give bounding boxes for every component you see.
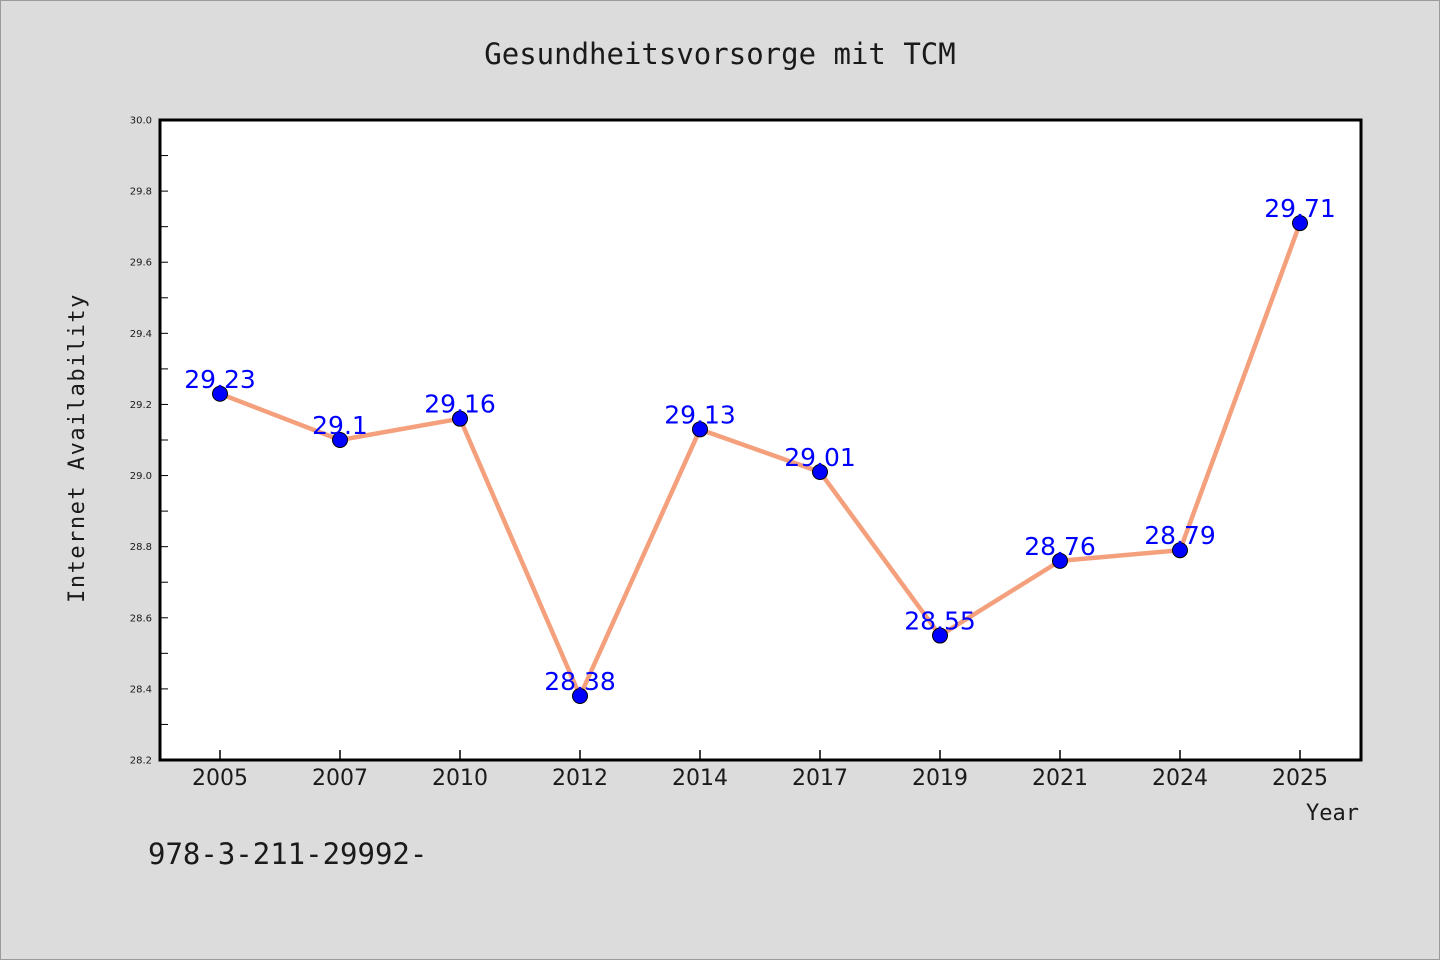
y-tick-label: 29.0 <box>130 471 152 482</box>
y-tick-label: 28.8 <box>130 542 152 553</box>
data-point-marker <box>332 432 348 448</box>
y-axis-label: Internet Availability <box>65 293 90 603</box>
data-label: 29.13 <box>664 400 736 429</box>
x-tick-label: 2012 <box>552 766 608 791</box>
data-label-group: 29.23 29.1 29.16 28.38 29.13 29.01 28.55 28.76 2… <box>184 194 1336 696</box>
data-label: 29.23 <box>184 365 256 394</box>
y-tick-label: 29.4 <box>130 329 152 340</box>
y-tick-label: 28.2 <box>130 756 152 767</box>
x-axis-label: Year <box>1306 801 1359 826</box>
data-label: 29.1 <box>312 411 368 440</box>
data-point-marker <box>1292 215 1308 232</box>
data-label: 28.55 <box>904 607 976 636</box>
marker-group <box>212 215 1308 704</box>
y-tick-label: 28.4 <box>130 684 152 695</box>
data-point-marker <box>212 385 228 402</box>
data-point-marker <box>1052 552 1068 569</box>
data-point-marker <box>452 410 468 427</box>
y-tick-label: 29.6 <box>130 258 152 269</box>
x-axis: 2005 2007 2010 2012 2014 2017 2019 2021 2024 2025 <box>192 750 1328 791</box>
series-line-group <box>217 220 1303 699</box>
data-point-marker <box>1172 542 1188 559</box>
x-tick-label: 2017 <box>792 766 848 791</box>
data-label: 29.01 <box>784 443 856 472</box>
x-tick-label: 2014 <box>672 766 728 791</box>
data-label: 28.38 <box>544 667 616 696</box>
data-point-marker <box>692 421 708 438</box>
x-tick-label: 2010 <box>432 766 488 791</box>
y-tick-label: 29.2 <box>130 400 152 411</box>
series-line <box>217 220 1303 699</box>
x-tick-label: 2021 <box>1032 766 1088 791</box>
x-tick-label: 2019 <box>912 766 968 791</box>
plot-area <box>158 118 1363 762</box>
data-point-marker <box>812 464 828 480</box>
y-tick-label: 30.0 <box>130 116 152 127</box>
y-axis: 28.2 28.4 28.6 28.8 29.0 29.2 29.4 29.6 29.8 30.0 <box>130 116 168 767</box>
data-label: 28.76 <box>1024 532 1096 561</box>
chart-title: Gesundheitsvorsorge mit TCM <box>484 37 955 71</box>
data-point-marker <box>572 688 588 704</box>
x-tick-label: 2024 <box>1152 766 1208 791</box>
y-tick-label: 28.6 <box>130 613 152 624</box>
data-label: 29.71 <box>1264 194 1336 223</box>
data-label: 28.79 <box>1144 521 1216 550</box>
x-tick-label: 2025 <box>1272 766 1328 791</box>
x-tick-label: 2007 <box>312 766 368 791</box>
footnote-text: 978-3-211-29992- <box>148 837 427 871</box>
data-point-marker <box>932 627 948 644</box>
x-tick-label: 2005 <box>192 766 248 791</box>
y-tick-label: 29.8 <box>130 187 152 198</box>
data-label: 29.16 <box>424 390 496 419</box>
